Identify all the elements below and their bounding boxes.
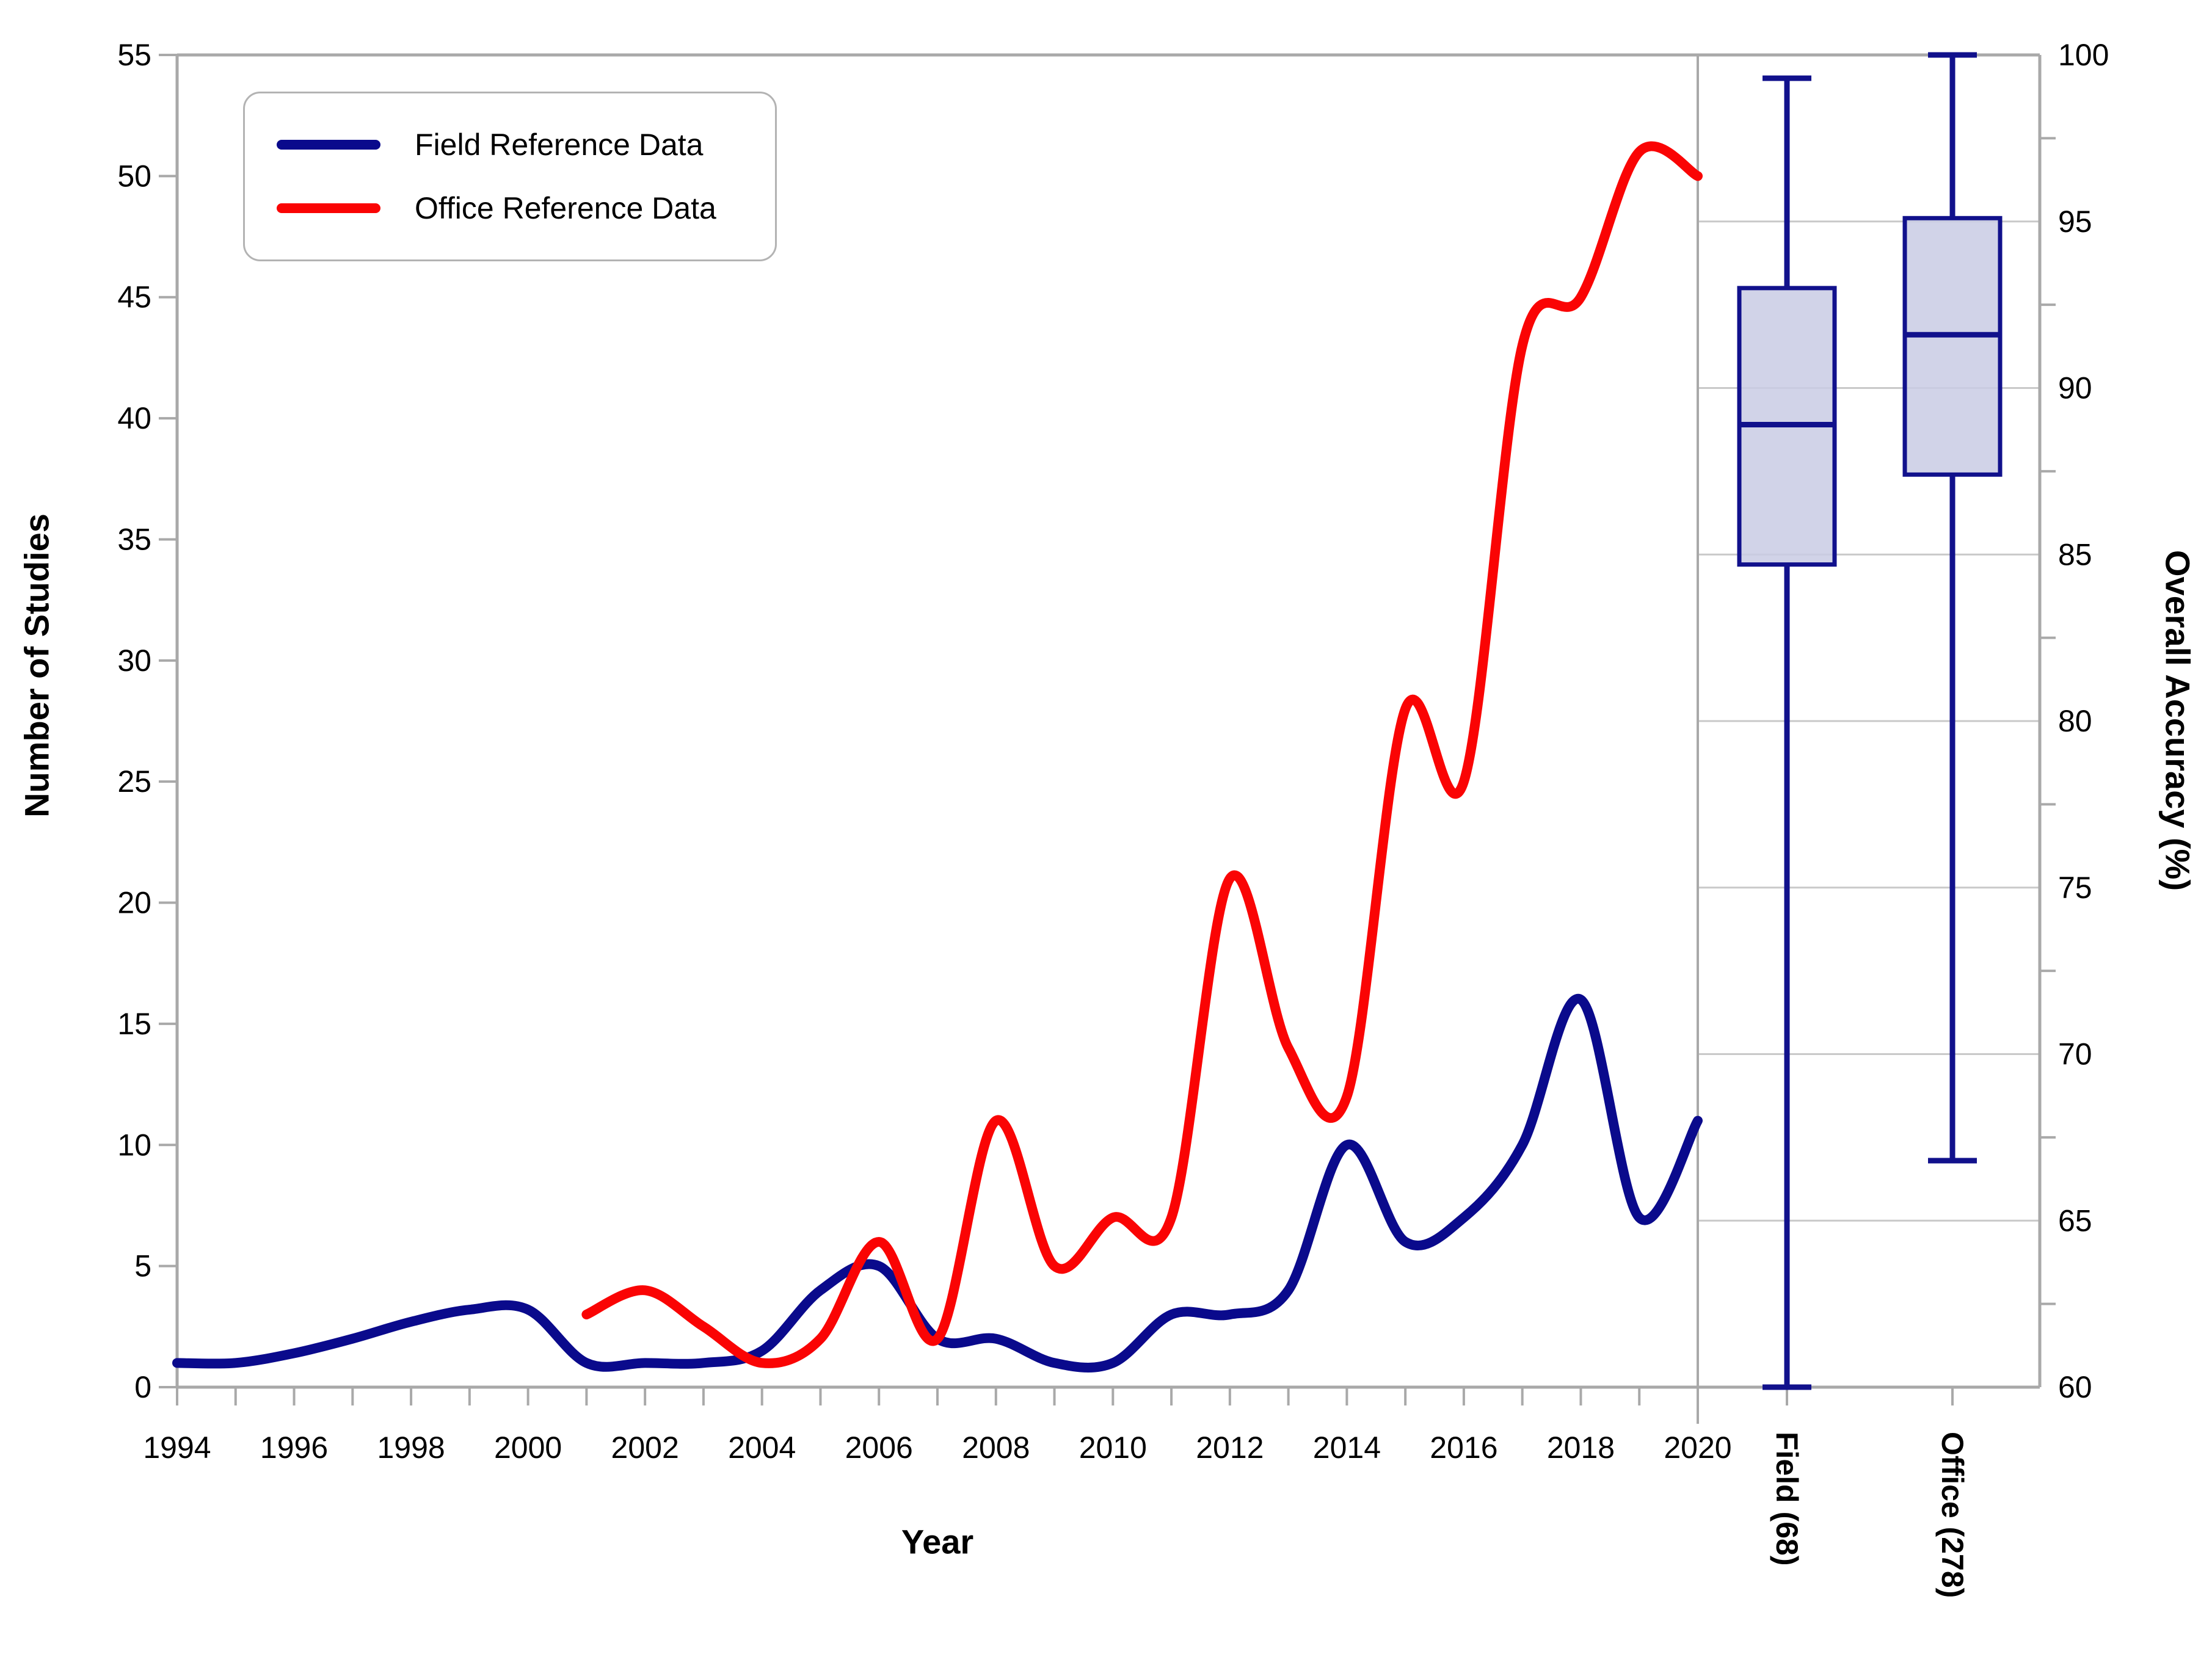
y-axis-tick-label: 15 (117, 1007, 151, 1041)
x-axis-title: Year (901, 1523, 973, 1561)
right-axis-tick-label: 85 (2058, 537, 2092, 571)
y-axis-title-left: Number of Studies (18, 513, 56, 818)
right-axis-tick-label: 60 (2058, 1370, 2092, 1404)
boxplot-layer (1737, 52, 2003, 1390)
right-axis-tick-label: 95 (2058, 205, 2092, 239)
axes-frame-layer (175, 53, 2042, 1424)
y-axis-tick-label: 50 (117, 159, 151, 193)
box-column-label: Field (68) (1770, 1432, 1804, 1565)
right-axis-tick-label: 65 (2058, 1203, 2092, 1238)
right-axis-tick-label: 75 (2058, 871, 2092, 905)
box-plot-field (1737, 75, 1837, 1390)
x-axis-tick-label: 2006 (845, 1431, 913, 1465)
box-plot-office (1902, 52, 2003, 1164)
y-axis-tick-label: 55 (117, 38, 151, 72)
x-axis-tick-label: 2018 (1547, 1431, 1615, 1465)
legend-label-field: Field Reference Data (415, 128, 704, 162)
field-reference-data-line (172, 993, 1703, 1373)
line-series-layer (172, 141, 1703, 1373)
right-axis-tick-label: 70 (2058, 1037, 2092, 1072)
y-axis-tick-label: 20 (117, 886, 151, 920)
y-axis-tick-label: 10 (117, 1128, 151, 1162)
y-axis-tick-label: 45 (117, 280, 151, 314)
x-axis-tick-label: 1998 (377, 1431, 445, 1465)
y-axis-tick-label: 30 (117, 644, 151, 678)
legend-label-office: Office Reference Data (415, 190, 716, 225)
y-axis-tick-label: 35 (117, 522, 151, 556)
x-axis-tick-label: 2020 (1664, 1431, 1731, 1465)
x-axis-tick-label: 2002 (611, 1431, 679, 1465)
legend-item-office: Office Reference Data (245, 190, 775, 226)
x-axis-tick-label: 2014 (1313, 1431, 1381, 1465)
legend-item-field: Field Reference Data (245, 127, 775, 162)
iqr-box (1902, 216, 2003, 477)
y-axis-tick-label: 5 (134, 1249, 151, 1283)
box-column-label: Office (278) (1935, 1432, 1970, 1598)
x-axis-tick-label: 2010 (1079, 1431, 1147, 1465)
y-axis-tick-label: 40 (117, 401, 151, 435)
ticks-layer (159, 54, 2056, 1424)
x-axis-tick-label: 2012 (1196, 1431, 1264, 1465)
y-axis-tick-label: 25 (117, 764, 151, 799)
legend: Field Reference Data Office Reference Da… (243, 92, 777, 261)
office-line-swatch (277, 203, 380, 213)
x-axis-tick-label: 1994 (143, 1431, 211, 1465)
x-axis-tick-label: 2000 (494, 1431, 562, 1465)
y-axis-tick-label: 0 (134, 1370, 151, 1404)
right-axis-tick-label: 80 (2058, 704, 2092, 738)
x-axis-tick-label: 1996 (260, 1431, 328, 1465)
tick-labels-layer: 0 5 10 15 20 25 30 35 40 45 50 55 1994 1996 1998 2000 20… (117, 38, 2109, 1598)
office-reference-data-line (581, 141, 1703, 1368)
right-axis-tick-label: 90 (2058, 371, 2092, 405)
y-axis-title-right: Overall Accuracy (%) (2159, 550, 2197, 891)
x-axis-tick-label: 2008 (962, 1431, 1030, 1465)
right-axis-tick-label: 100 (2058, 38, 2109, 72)
field-line-swatch (277, 140, 380, 150)
x-axis-tick-label: 2004 (728, 1431, 796, 1465)
x-axis-tick-label: 2016 (1430, 1431, 1497, 1465)
